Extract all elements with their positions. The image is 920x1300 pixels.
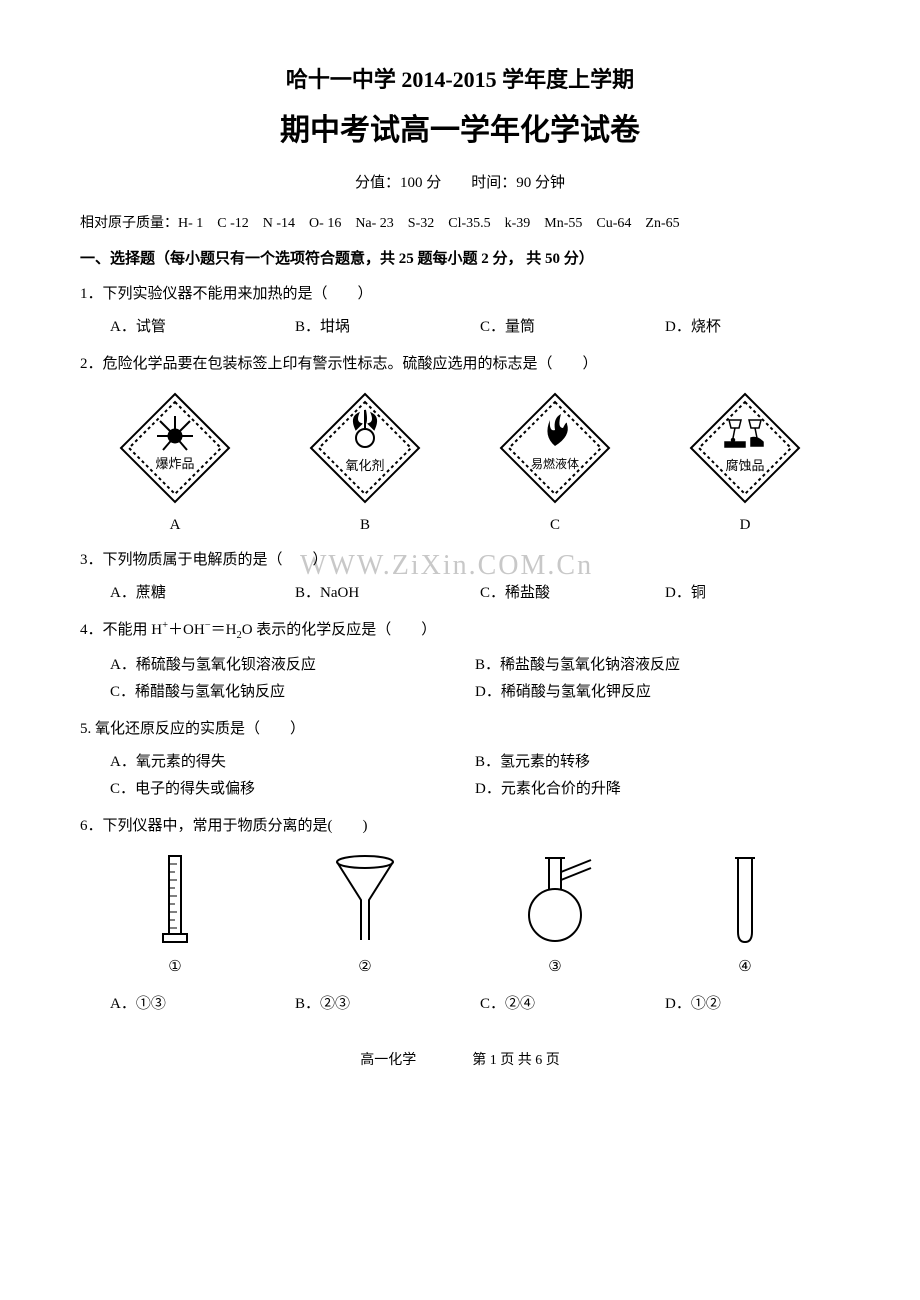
- q3-opt-b: B．NaOH: [295, 580, 470, 607]
- q5-opt-b: B．氢元素的转移: [475, 749, 840, 776]
- q4-opt-d: D．稀硝酸与氢氧化钾反应: [475, 679, 840, 706]
- graduated-cylinder-icon: [115, 850, 235, 950]
- page-footer: 高一化学 第 1 页 共 6 页: [80, 1048, 840, 1073]
- hazard-explosive-icon: 爆炸品: [115, 388, 235, 508]
- svg-text:易燃液体: 易燃液体: [531, 456, 579, 471]
- q2-label-a: A: [115, 512, 235, 539]
- question-5: 5. 氧化还原反应的实质是（ ）: [80, 716, 840, 743]
- q4-suffix: O 表示的化学反应是（ ）: [242, 622, 437, 638]
- question-2: 2．危险化学品要在包装标签上印有警示性标志。硫酸应选用的标志是（ ）: [80, 351, 840, 378]
- q6-opt-d: D．①②: [665, 991, 840, 1018]
- q1-options: A．试管 B．坩埚 C．量筒 D．烧杯: [110, 314, 840, 341]
- atomic-mass-line: 相对原子质量：H- 1 C -12 N -14 O- 16 Na- 23 S-3…: [80, 211, 840, 236]
- svg-text:氧化剂: 氧化剂: [345, 458, 384, 473]
- q6-apparatus-row: [80, 850, 840, 950]
- question-6: 6．下列仪器中，常用于物质分离的是( ): [80, 813, 840, 840]
- test-tube-icon: [685, 850, 805, 950]
- q1-opt-a: A．试管: [110, 314, 285, 341]
- distillation-flask-icon: [495, 850, 615, 950]
- q3-opt-c: C．稀盐酸: [480, 580, 655, 607]
- q4-mid2: ＝H: [211, 622, 237, 638]
- q6-circle-3: ③: [495, 954, 615, 981]
- q4-mid: ＋OH: [168, 622, 205, 638]
- q6-circle-2: ②: [305, 954, 425, 981]
- q1-opt-d: D．烧杯: [665, 314, 840, 341]
- header-line1: 哈十一中学 2014-2015 学年度上学期: [80, 60, 840, 100]
- q1-opt-b: B．坩埚: [295, 314, 470, 341]
- q5-opt-c: C．电子的得失或偏移: [110, 776, 475, 803]
- q2-labels: A B C D: [80, 512, 840, 539]
- q2-label-b: B: [305, 512, 425, 539]
- q6-opt-b: B．②③: [295, 991, 470, 1018]
- q2-hazard-row: 爆炸品 氧化剂 易燃液体: [80, 388, 840, 508]
- q6-opt-a: A．①③: [110, 991, 285, 1018]
- q3-options: A．蔗糖 B．NaOH C．稀盐酸 D．铜: [110, 580, 840, 607]
- q1-opt-c: C．量筒: [480, 314, 655, 341]
- header-meta: 分值：100 分 时间：90 分钟: [80, 170, 840, 197]
- q6-options: A．①③ B．②③ C．②④ D．①②: [110, 991, 840, 1018]
- hazard-corrosive-icon: 腐蚀品: [685, 388, 805, 508]
- q4-prefix: 4．不能用 H: [80, 622, 162, 638]
- section-1-title: 一、选择题（每小题只有一个选项符合题意，共 25 题每小题 2 分， 共 50 …: [80, 246, 840, 273]
- q4-opt-c: C．稀醋酸与氢氧化钠反应: [110, 679, 475, 706]
- question-3: 3．下列物质属于电解质的是（ ）: [80, 547, 840, 574]
- q6-circle-1: ①: [115, 954, 235, 981]
- header-line2: 期中考试高一学年化学试卷: [80, 104, 840, 158]
- q2-label-c: C: [495, 512, 615, 539]
- q4-options: A．稀硫酸与氢氧化钡溶液反应 B．稀盐酸与氢氧化钠溶液反应 C．稀醋酸与氢氧化钠…: [110, 652, 840, 706]
- q6-opt-c: C．②④: [480, 991, 655, 1018]
- q5-opt-d: D．元素化合价的升降: [475, 776, 840, 803]
- q5-options: A．氧元素的得失 B．氢元素的转移 C．电子的得失或偏移 D．元素化合价的升降: [110, 749, 840, 803]
- q3-opt-d: D．铜: [665, 580, 840, 607]
- q4-opt-b: B．稀盐酸与氢氧化钠溶液反应: [475, 652, 840, 679]
- q2-label-d: D: [685, 512, 805, 539]
- svg-text:腐蚀品: 腐蚀品: [725, 458, 764, 473]
- q4-opt-a: A．稀硫酸与氢氧化钡溶液反应: [110, 652, 475, 679]
- q6-circle-4: ④: [685, 954, 805, 981]
- hazard-flammable-icon: 易燃液体: [495, 388, 615, 508]
- question-4: 4．不能用 H+＋OH−＝H2O 表示的化学反应是（ ）: [80, 617, 840, 646]
- funnel-icon: [305, 850, 425, 950]
- q5-opt-a: A．氧元素的得失: [110, 749, 475, 776]
- svg-text:爆炸品: 爆炸品: [155, 456, 194, 471]
- q6-circle-labels: ① ② ③ ④: [80, 954, 840, 981]
- q3-opt-a: A．蔗糖: [110, 580, 285, 607]
- question-1: 1．下列实验仪器不能用来加热的是（ ）: [80, 281, 840, 308]
- hazard-oxidizer-icon: 氧化剂: [305, 388, 425, 508]
